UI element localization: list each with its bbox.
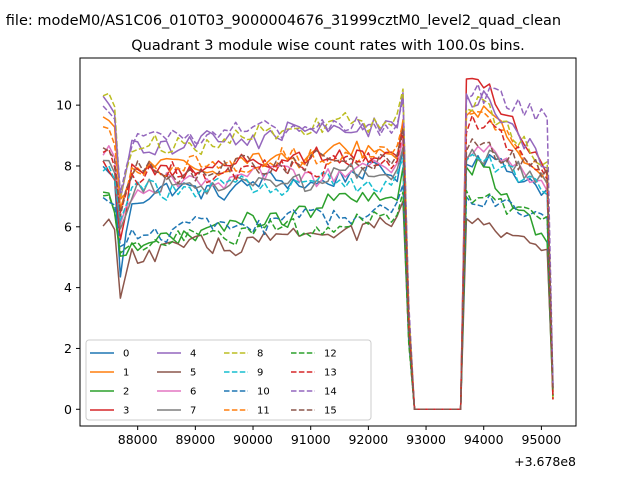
series-line-10 xyxy=(102,183,554,411)
legend-label-13: 13 xyxy=(324,368,337,379)
legend-label-9: 9 xyxy=(257,368,263,379)
x-tick-label: 88000 xyxy=(118,432,158,447)
legend-label-14: 14 xyxy=(324,387,337,398)
series-line-12 xyxy=(102,189,554,411)
series-line-5 xyxy=(102,200,554,411)
y-tick-label: 4 xyxy=(64,280,72,295)
legend-box xyxy=(85,339,372,421)
legend-label-2: 2 xyxy=(123,387,129,398)
legend-label-12: 12 xyxy=(324,349,337,360)
x-tick-label: 90000 xyxy=(233,432,273,447)
y-tick-label: 10 xyxy=(56,98,72,113)
x-tick-label: 93000 xyxy=(406,432,446,447)
legend-label-0: 0 xyxy=(123,349,129,360)
legend-label-1: 1 xyxy=(123,368,129,379)
x-tick-label: 91000 xyxy=(291,432,331,447)
figure-suptitle: n file: modeM0/AS1C06_010T03_9000004676_… xyxy=(0,13,561,29)
x-tick-label: 94000 xyxy=(464,432,504,447)
chart-title: Quadrant 3 module wise count rates with … xyxy=(131,38,525,54)
y-tick-label: 8 xyxy=(64,158,72,173)
legend-label-3: 3 xyxy=(123,406,129,417)
x-tick-label: 89000 xyxy=(175,432,215,447)
legend-label-7: 7 xyxy=(190,406,196,417)
series-line-8 xyxy=(102,88,554,411)
series-line-11 xyxy=(102,111,554,411)
legend-label-4: 4 xyxy=(190,349,196,360)
y-axis: 0 2 4 6 8 10 xyxy=(56,98,80,417)
series-line-1 xyxy=(102,105,554,411)
legend-label-15: 15 xyxy=(324,406,337,417)
x-tick-label: 95000 xyxy=(522,432,562,447)
series-layer xyxy=(102,77,554,411)
series-line-9 xyxy=(102,153,554,411)
legend-label-5: 5 xyxy=(190,368,196,379)
legend-label-11: 11 xyxy=(257,406,270,417)
x-axis-offset-label: +3.678e8 xyxy=(514,454,576,469)
legend-label-10: 10 xyxy=(257,387,270,398)
y-tick-label: 6 xyxy=(64,219,72,234)
series-line-4 xyxy=(102,90,554,411)
legend-label-6: 6 xyxy=(190,387,196,398)
axes-frame xyxy=(79,57,577,427)
series-line-15 xyxy=(102,127,554,411)
plot-area xyxy=(79,57,577,427)
x-tick-label: 92000 xyxy=(348,432,388,447)
y-tick-label: 0 xyxy=(64,402,72,417)
x-axis: 88000 89000 90000 91000 92000 93000 94000 95000 xyxy=(118,426,562,447)
series-line-0 xyxy=(102,147,554,411)
y-tick-label: 2 xyxy=(64,341,72,356)
legend-label-8: 8 xyxy=(257,349,263,360)
series-line-6 xyxy=(102,138,554,411)
